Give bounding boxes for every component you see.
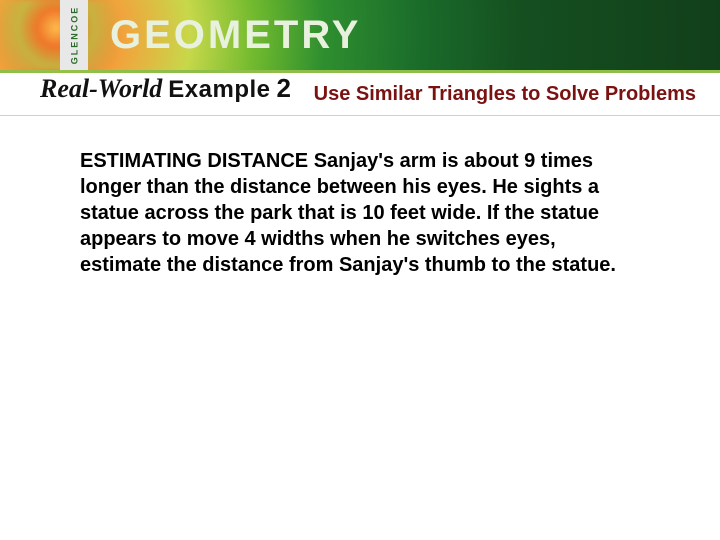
publisher-tab: GLENCOE (60, 0, 88, 70)
example-label: Real-World Example 2 (40, 73, 291, 115)
example-number: 2 (277, 73, 291, 104)
problem-lead: ESTIMATING DISTANCE (80, 150, 308, 172)
header-band: GLENCOE GEOMETRY (0, 0, 720, 70)
publisher-label: GLENCOE (69, 6, 79, 65)
problem-text: ESTIMATING DISTANCE Sanjay's arm is abou… (80, 148, 640, 278)
example-label-part2: Example (168, 76, 270, 104)
subheader: Real-World Example 2 Use Similar Triangl… (0, 73, 720, 115)
book-title: GEOMETRY (110, 13, 361, 58)
example-label-part1: Real-World (40, 74, 162, 104)
problem-body: ESTIMATING DISTANCE Sanjay's arm is abou… (0, 116, 720, 278)
example-topic: Use Similar Triangles to Solve Problems (314, 83, 696, 106)
